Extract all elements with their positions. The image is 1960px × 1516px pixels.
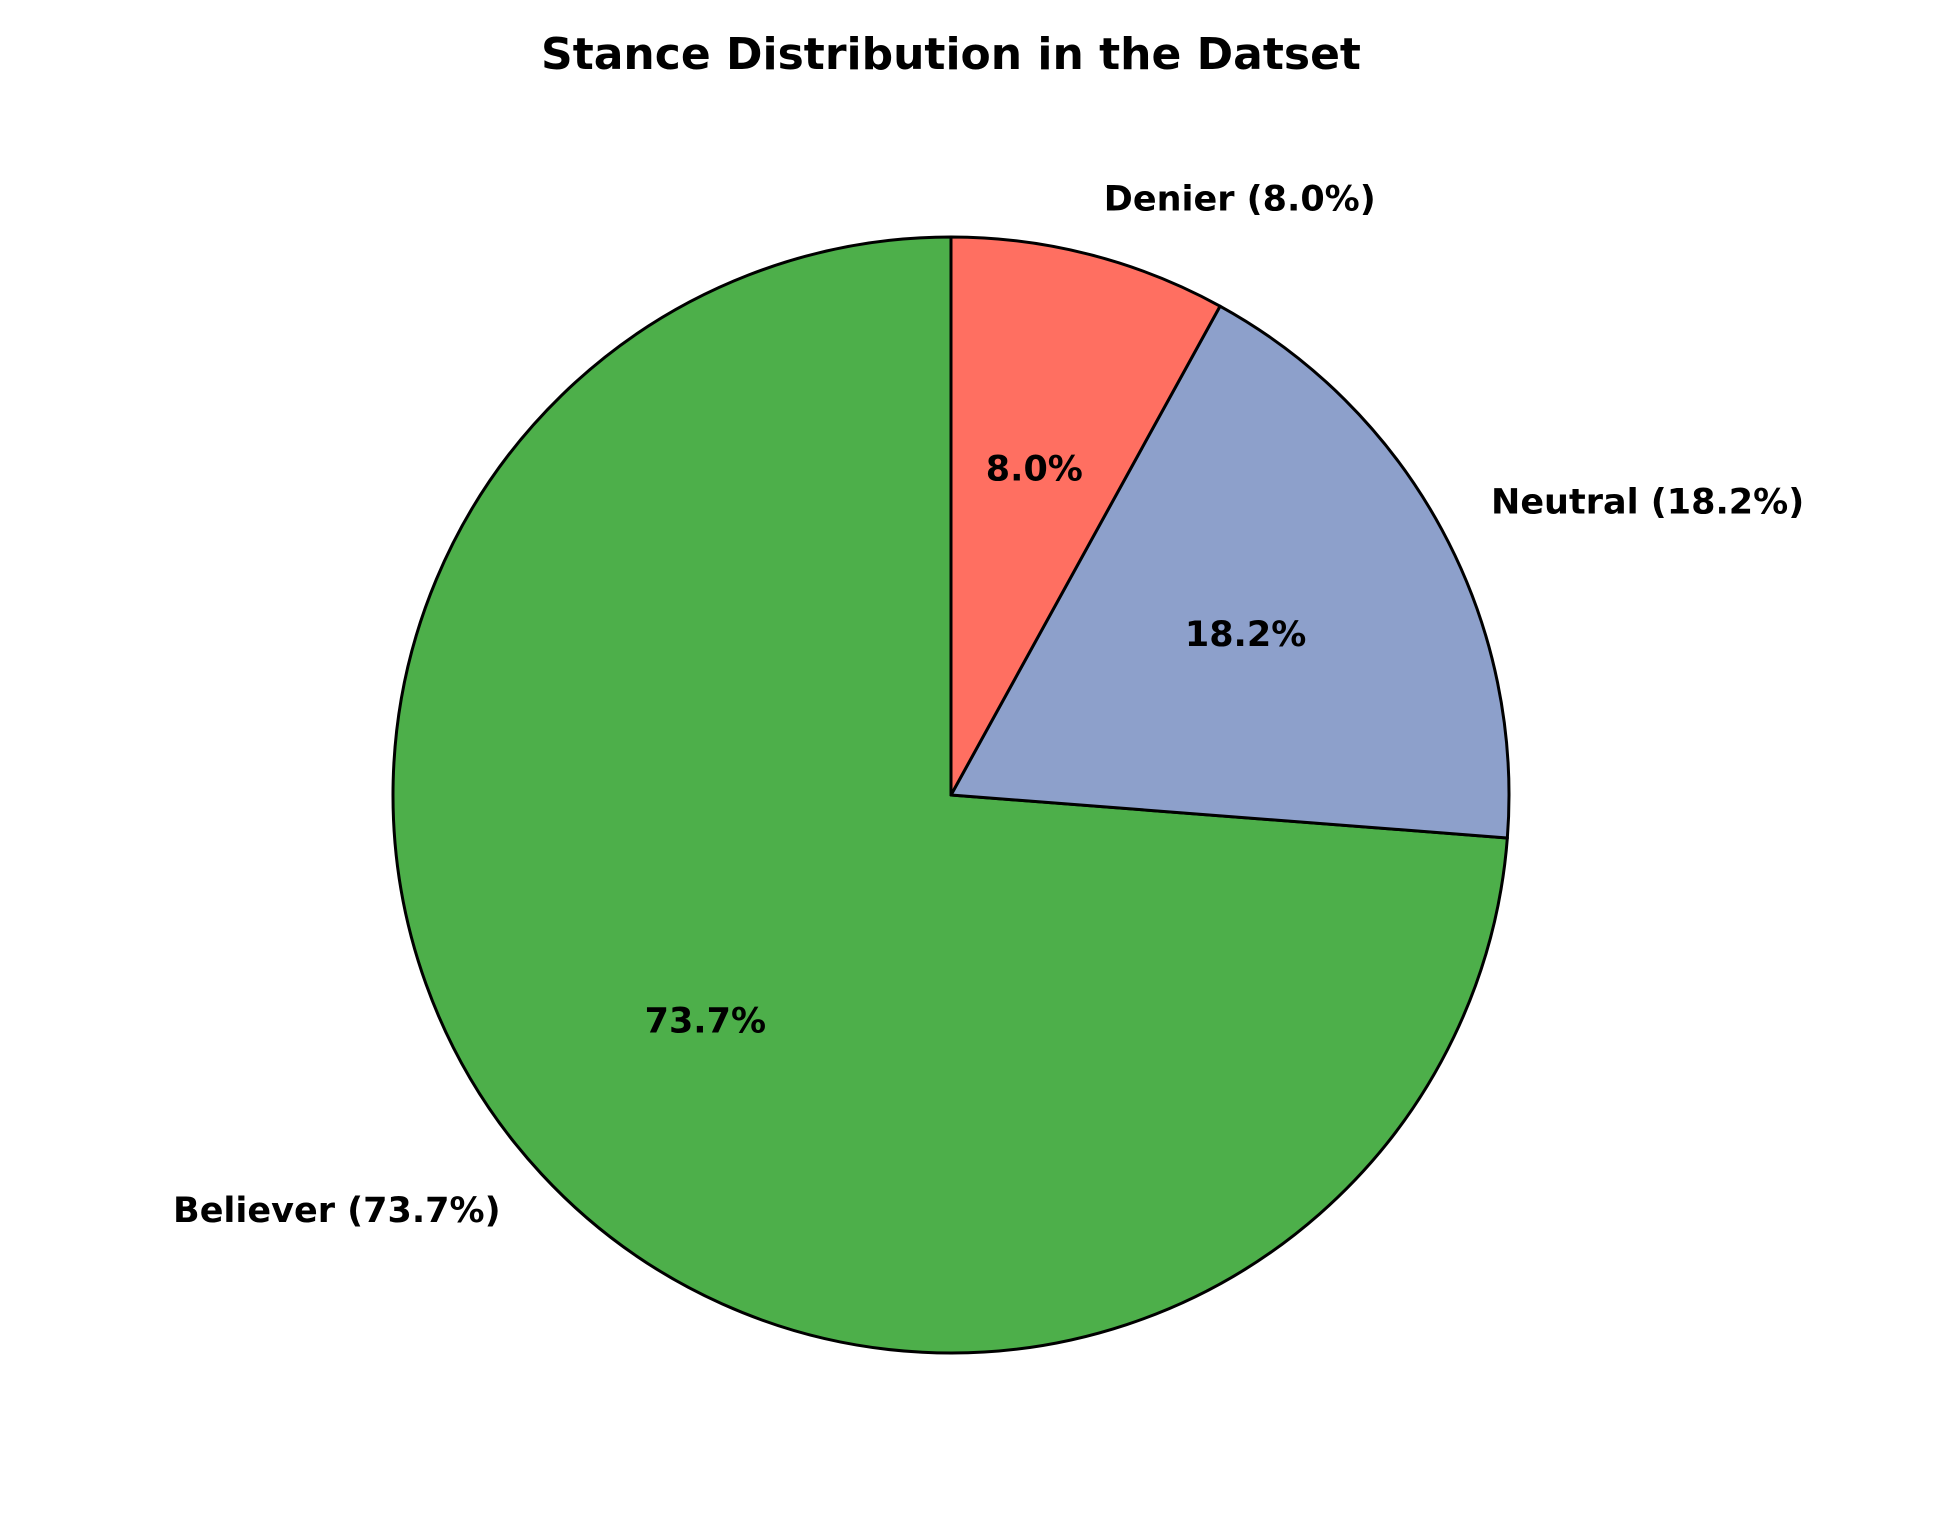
category-label: Denier (8.0%) <box>1104 180 1376 220</box>
value-label: 18.2% <box>1185 615 1306 655</box>
pie-slice <box>949 235 1222 797</box>
category-label: Neutral (18.2%) <box>1491 482 1804 522</box>
value-label: 73.7% <box>645 1001 766 1041</box>
category-label: Believer (73.7%) <box>173 1191 501 1231</box>
chart-title: Stance Distribution in the Datset <box>541 29 1361 80</box>
value-label: 8.0% <box>986 450 1083 490</box>
pie-slice <box>949 304 1511 840</box>
